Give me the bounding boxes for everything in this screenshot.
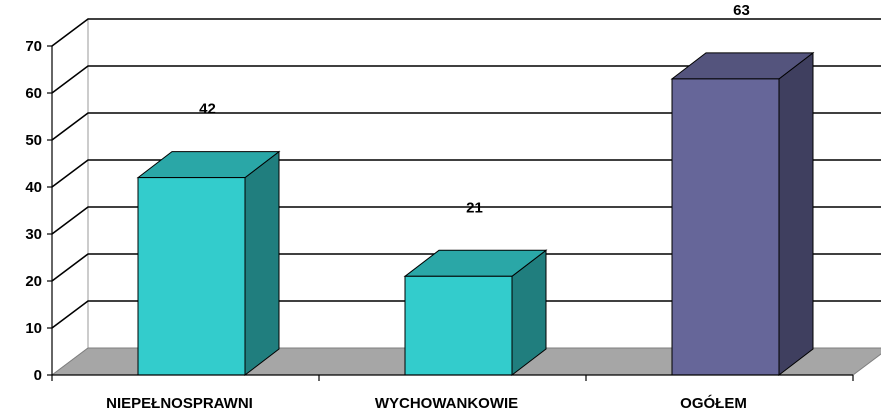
bar-side <box>244 150 280 377</box>
y-tick-label: 40 <box>25 179 42 196</box>
bar-2 <box>403 249 548 377</box>
gridline <box>51 159 881 188</box>
bar-front <box>137 177 246 376</box>
x-tick-label-3: OGÓŁEM <box>680 394 747 412</box>
y-axis: 0 10 20 30 40 50 60 70 <box>25 38 53 384</box>
y-tick-label: 30 <box>25 226 42 243</box>
bar-3 <box>670 51 815 377</box>
bar-1 <box>136 150 281 377</box>
bar-front <box>671 78 780 376</box>
y-tick-label: 70 <box>25 38 42 55</box>
y-tick-label: 20 <box>25 273 42 290</box>
data-label-2: 21 <box>466 199 483 216</box>
bar-front <box>404 275 513 376</box>
x-tick-label-1: NIEPEŁNOSPRAWNI <box>106 395 253 412</box>
data-labels: 42 21 63 <box>199 2 750 216</box>
gridline <box>51 18 881 47</box>
gridline <box>51 300 881 329</box>
x-tick-label-2: WYCHOWANKOWIE <box>375 395 518 412</box>
y-tick-label: 10 <box>25 320 42 337</box>
side-wall <box>51 18 89 376</box>
gridline <box>51 65 881 94</box>
gridline <box>51 112 881 141</box>
bar-side <box>778 51 814 377</box>
data-label-1: 42 <box>199 101 216 118</box>
y-tick-label: 60 <box>25 85 42 102</box>
bars <box>136 51 815 377</box>
x-axis: NIEPEŁNOSPRAWNI WYCHOWANKOWIE OGÓŁEM <box>51 374 854 412</box>
data-label-3: 63 <box>733 2 750 19</box>
gridline <box>51 253 881 282</box>
gridlines <box>51 18 881 329</box>
y-tick-label: 50 <box>25 132 42 149</box>
gridline <box>51 206 881 235</box>
y-tick-label: 0 <box>34 367 42 384</box>
